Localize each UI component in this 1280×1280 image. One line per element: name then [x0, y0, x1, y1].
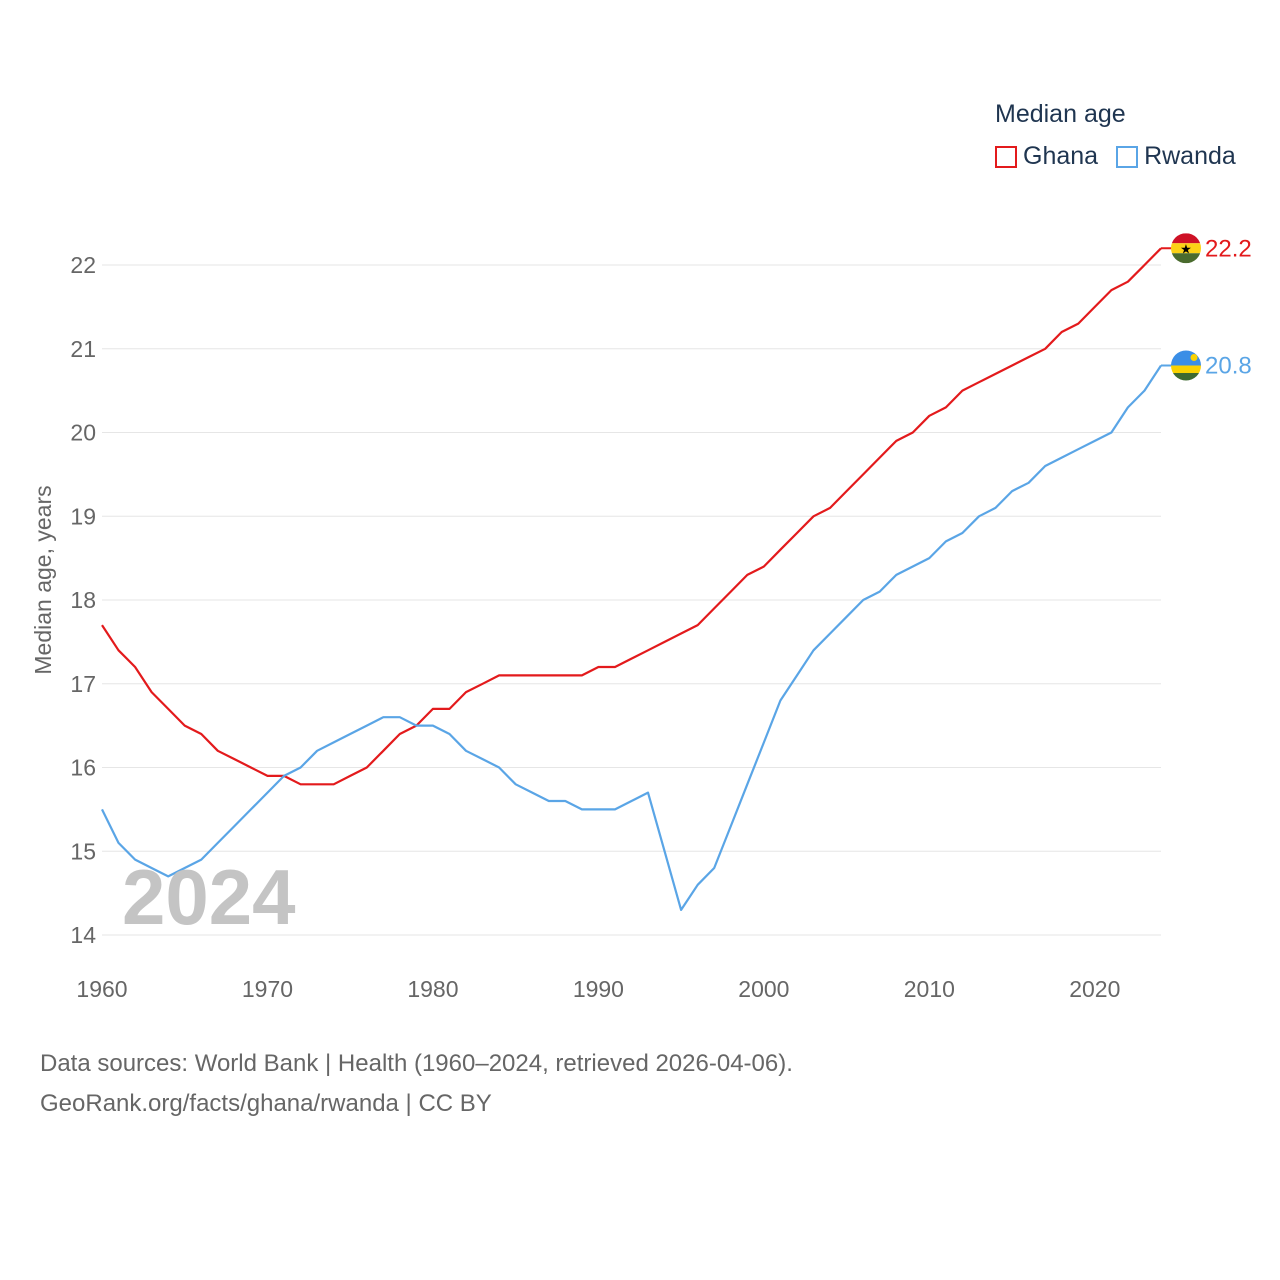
y-axis-label: Median age, years — [30, 485, 56, 674]
ghana-flag-icon: ★ — [1171, 233, 1201, 264]
footer-attribution[interactable]: GeoRank.org/facts/ghana/rwanda | CC BY — [40, 1090, 492, 1117]
rwanda-flag-icon — [1171, 350, 1201, 381]
x-tick-label-1980: 1980 — [407, 976, 458, 1002]
x-tick-label-2010: 2010 — [904, 976, 955, 1002]
year-watermark: 2024 — [122, 853, 296, 941]
legend-label-rwanda: Rwanda — [1144, 142, 1236, 170]
y-tick-label-18: 18 — [70, 587, 96, 613]
x-tick-label-1970: 1970 — [242, 976, 293, 1002]
legend-title: Median age — [995, 100, 1126, 128]
y-tick-label-17: 17 — [70, 671, 96, 697]
y-tick-label-14: 14 — [70, 922, 96, 948]
x-tick-label-1990: 1990 — [573, 976, 624, 1002]
footer: Data sources: World Bank | Health (1960–… — [40, 1044, 793, 1124]
y-tick-label-19: 19 — [70, 503, 96, 529]
series-line-ghana — [101, 247, 1162, 786]
x-tick-label-2000: 2000 — [738, 976, 789, 1002]
legend-item-ghana[interactable]: Ghana — [995, 142, 1098, 171]
x-tick-label-1960: 1960 — [76, 976, 127, 1002]
end-label-ghana: 22.2 — [1205, 235, 1252, 262]
y-tick-label-16: 16 — [70, 755, 96, 781]
end-label-rwanda: 20.8 — [1205, 353, 1252, 380]
legend-swatch-rwanda — [1116, 145, 1139, 168]
y-tick-label-22: 22 — [70, 252, 96, 278]
y-tick-label-15: 15 — [70, 838, 96, 864]
y-tick-label-20: 20 — [70, 420, 96, 446]
svg-text:★: ★ — [1180, 241, 1192, 256]
legend-swatch-ghana — [995, 145, 1017, 168]
series-line-rwanda — [101, 364, 1162, 912]
y-tick-label-21: 21 — [70, 336, 96, 362]
x-tick-label-2020: 2020 — [1069, 976, 1120, 1002]
footer-sources: Data sources: World Bank | Health (1960–… — [40, 1050, 793, 1077]
legend: Ghana Rwanda — [995, 142, 1254, 171]
legend-item-rwanda[interactable]: Rwanda — [1116, 142, 1236, 171]
legend-label-ghana: Ghana — [1023, 142, 1099, 170]
